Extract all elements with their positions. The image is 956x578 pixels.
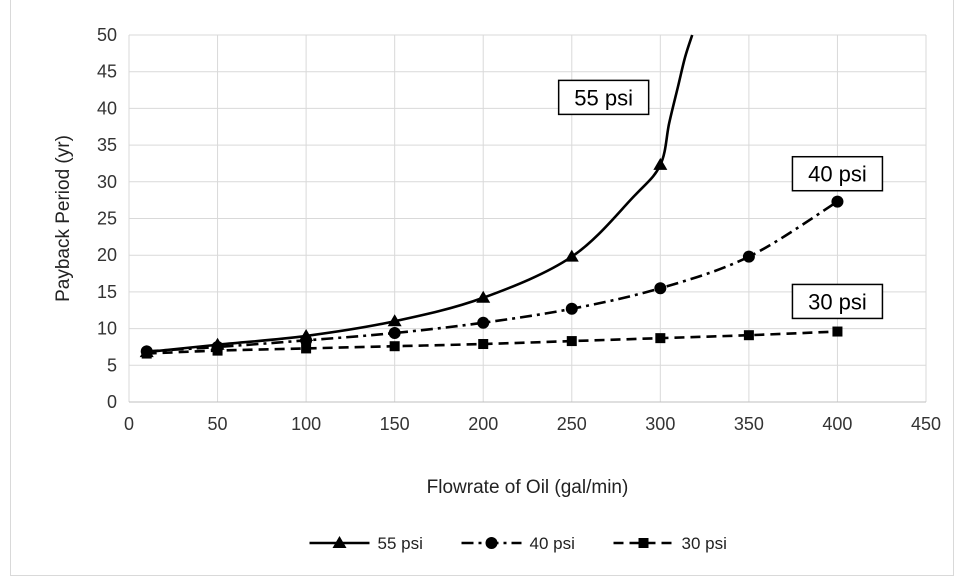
data-point-marker (566, 336, 577, 347)
x-tick-label: 100 (291, 414, 321, 434)
y-tick-label: 25 (97, 209, 117, 229)
annotation-layer: 55 psi 40 psi 30 psi (557, 79, 884, 320)
callout-box (791, 283, 884, 320)
callout-text: 30 psi (808, 289, 867, 314)
data-point-marker (387, 314, 402, 327)
data-point-marker (388, 327, 401, 340)
chart-svg: 0 50 100 150 200 250 300 350 400 450 0 5 10 15 20 25 30 3… (53, 25, 941, 553)
callout-box (791, 155, 884, 192)
x-tick-label: 350 (734, 414, 764, 434)
data-point-marker (300, 334, 313, 347)
legend-label: 55 psi (378, 534, 423, 553)
axes-layer: 0 50 100 150 200 250 300 350 400 450 0 5 10 15 20 25 30 3… (97, 25, 941, 434)
y-tick-label: 40 (97, 98, 117, 118)
x-tick-label: 50 (208, 414, 228, 434)
y-tick-label: 50 (97, 25, 117, 45)
data-point-marker (565, 302, 578, 315)
data-point-marker (477, 316, 490, 329)
y-tick-label: 5 (107, 355, 117, 375)
data-point-marker (654, 282, 667, 295)
chart-frame: 0 50 100 150 200 250 300 350 400 450 0 5 10 15 20 25 30 3… (10, 0, 954, 576)
legend: 55 psi 40 psi 30 psi (309, 534, 727, 553)
callout-label: 55 psi (557, 79, 650, 116)
legend-marker (638, 538, 649, 548)
y-tick-label: 35 (97, 135, 117, 155)
legend-marker (485, 537, 498, 549)
x-axis-title: Flowrate of Oil (gal/min) (427, 477, 629, 498)
x-tick-label: 150 (380, 414, 410, 434)
callout-label: 40 psi (791, 155, 884, 192)
y-tick-label: 10 (97, 319, 117, 339)
series-30-psi (141, 326, 843, 359)
x-tick-label: 200 (468, 414, 498, 434)
legend-label: 40 psi (530, 534, 575, 553)
x-tick-label: 400 (822, 414, 852, 434)
data-point-marker (653, 157, 668, 170)
series-line (146, 200, 839, 353)
legend-item-40-psi: 40 psi (461, 534, 575, 553)
y-tick-label: 30 (97, 172, 117, 192)
x-tick-label: 0 (124, 414, 134, 434)
data-point-marker (476, 290, 491, 303)
y-tick-label: 20 (97, 245, 117, 265)
legend-item-55-psi: 55 psi (309, 534, 423, 553)
data-point-marker (141, 348, 152, 359)
series-line (146, 34, 694, 354)
callout-text: 55 psi (574, 85, 633, 110)
data-point-marker (389, 341, 400, 352)
x-tick-label: 300 (645, 414, 675, 434)
callout-text: 40 psi (808, 162, 867, 187)
legend-item-30-psi: 30 psi (613, 534, 727, 553)
data-point-marker (564, 249, 579, 262)
grid-layer (128, 34, 927, 403)
y-tick-label: 0 (107, 392, 117, 412)
data-point-marker (301, 343, 312, 354)
data-point-marker (212, 345, 223, 356)
x-tick-label: 450 (911, 414, 941, 434)
y-axis-title: Payback Period (yr) (53, 135, 74, 302)
series-layer (139, 34, 844, 359)
callout-box (557, 79, 650, 116)
legend-marker (332, 536, 347, 548)
series-40-psi (140, 195, 844, 358)
data-point-marker (655, 333, 666, 344)
legend-label: 30 psi (682, 534, 727, 553)
callout-label: 30 psi (791, 283, 884, 320)
data-point-marker (832, 326, 843, 337)
x-tick-label: 250 (557, 414, 587, 434)
y-tick-label: 45 (97, 62, 117, 82)
data-point-marker (743, 330, 754, 341)
data-point-marker (831, 195, 844, 208)
y-tick-label: 15 (97, 282, 117, 302)
data-point-marker (742, 250, 755, 263)
data-point-marker (478, 339, 489, 350)
